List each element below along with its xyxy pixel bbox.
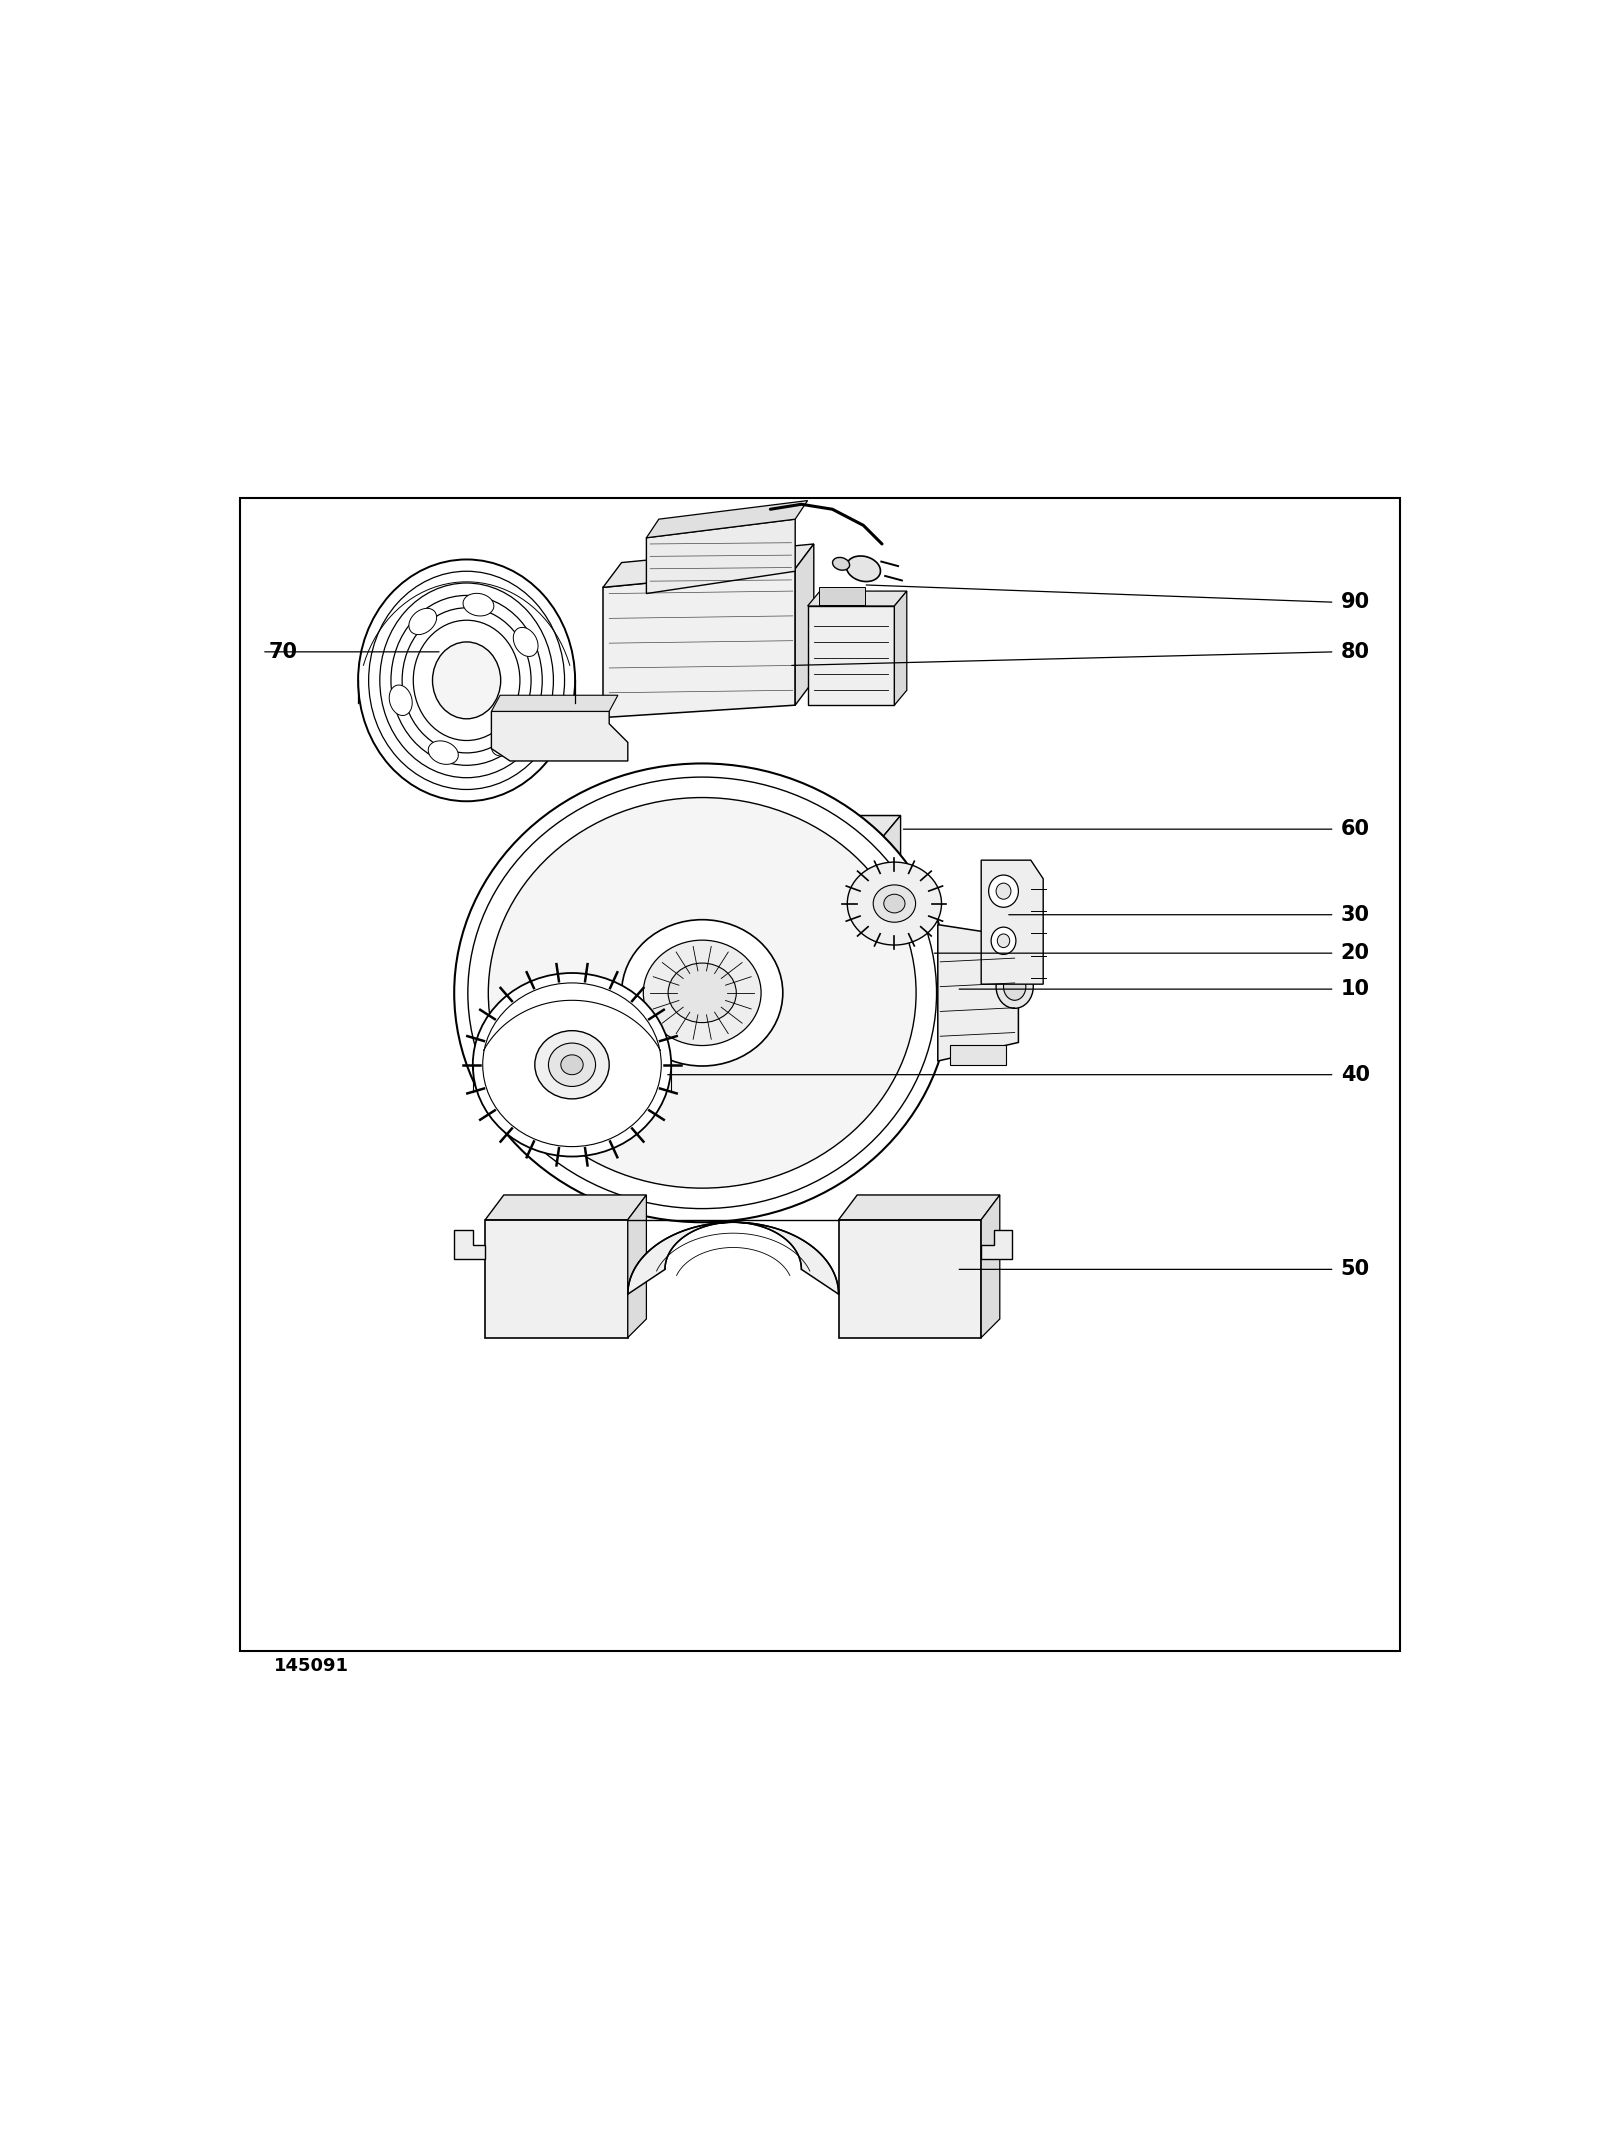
Ellipse shape (562, 1056, 582, 1075)
Polygon shape (830, 889, 882, 962)
Polygon shape (603, 570, 795, 717)
Polygon shape (627, 1194, 646, 1337)
Ellipse shape (429, 740, 458, 764)
Text: 40: 40 (1341, 1064, 1370, 1086)
Text: 20: 20 (1341, 943, 1370, 964)
Ellipse shape (514, 627, 538, 657)
Polygon shape (947, 990, 950, 1039)
Ellipse shape (669, 964, 736, 1022)
Ellipse shape (389, 685, 413, 715)
Polygon shape (584, 815, 901, 838)
Text: 90: 90 (1341, 593, 1370, 612)
Ellipse shape (432, 642, 501, 719)
Polygon shape (981, 1231, 1013, 1258)
Ellipse shape (848, 862, 941, 945)
Ellipse shape (997, 934, 1010, 947)
Polygon shape (637, 870, 653, 962)
FancyBboxPatch shape (819, 587, 864, 606)
Polygon shape (981, 860, 1043, 983)
Polygon shape (715, 823, 752, 838)
Text: 70: 70 (269, 642, 298, 661)
Polygon shape (454, 1231, 485, 1258)
Ellipse shape (549, 1043, 595, 1086)
Ellipse shape (874, 885, 915, 921)
Polygon shape (485, 1220, 627, 1337)
Ellipse shape (410, 608, 437, 636)
Polygon shape (808, 606, 894, 706)
Polygon shape (981, 1194, 1000, 1337)
Polygon shape (938, 924, 1018, 1060)
Text: 30: 30 (1341, 904, 1370, 926)
Polygon shape (646, 501, 808, 538)
Polygon shape (808, 591, 907, 606)
Text: 60: 60 (1341, 819, 1370, 838)
Polygon shape (838, 1194, 1000, 1220)
Ellipse shape (883, 894, 906, 913)
Text: 145091: 145091 (275, 1657, 349, 1674)
Polygon shape (838, 1220, 981, 1337)
Ellipse shape (989, 875, 1018, 907)
Polygon shape (491, 712, 627, 761)
Ellipse shape (358, 559, 574, 802)
Polygon shape (894, 591, 907, 706)
Ellipse shape (997, 964, 1034, 1009)
Polygon shape (882, 815, 901, 889)
Polygon shape (646, 518, 795, 593)
Text: 80: 80 (1341, 642, 1370, 661)
Polygon shape (584, 838, 882, 889)
Text: 50: 50 (1341, 1258, 1370, 1280)
Ellipse shape (462, 593, 494, 616)
Polygon shape (584, 889, 637, 962)
Ellipse shape (491, 732, 520, 755)
Polygon shape (950, 1045, 1006, 1064)
Ellipse shape (454, 764, 950, 1222)
Ellipse shape (621, 919, 782, 1066)
Ellipse shape (832, 557, 850, 570)
Polygon shape (491, 695, 618, 712)
Polygon shape (795, 544, 814, 706)
Polygon shape (603, 544, 814, 587)
Text: 10: 10 (1341, 979, 1370, 998)
Ellipse shape (488, 798, 917, 1188)
Polygon shape (627, 1222, 838, 1295)
Ellipse shape (643, 941, 762, 1045)
Ellipse shape (474, 973, 672, 1156)
Polygon shape (485, 1194, 646, 1220)
Ellipse shape (846, 557, 880, 582)
Ellipse shape (997, 883, 1011, 900)
Ellipse shape (1003, 973, 1026, 1000)
Ellipse shape (990, 928, 1016, 953)
Polygon shape (882, 870, 898, 962)
Ellipse shape (534, 1030, 610, 1098)
